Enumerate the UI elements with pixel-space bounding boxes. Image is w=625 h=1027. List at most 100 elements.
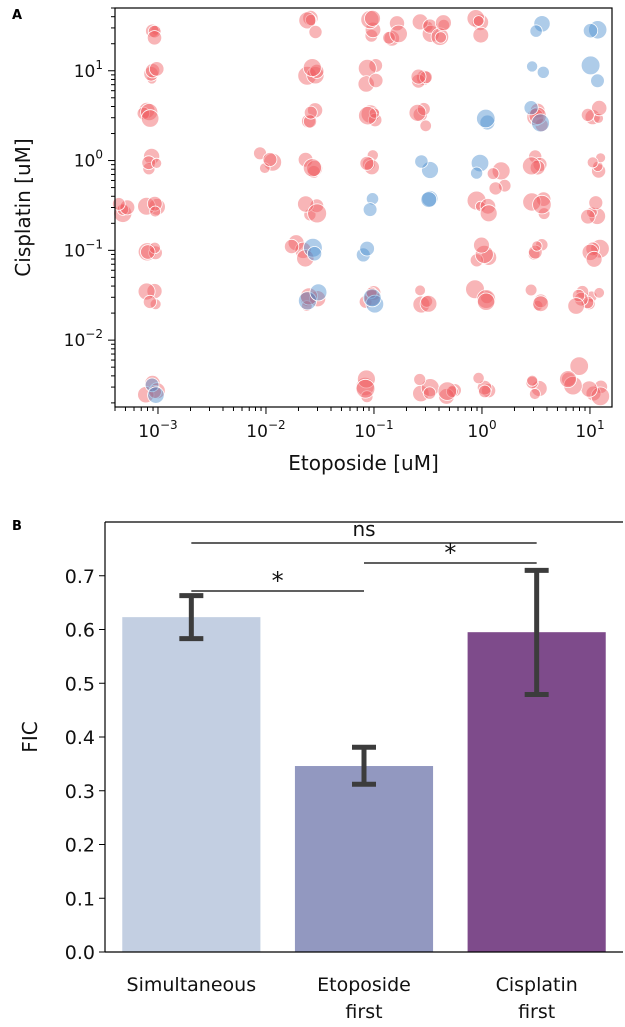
scatter-point-red — [584, 109, 601, 126]
scatter-point-red — [593, 287, 605, 299]
scatter-point-red — [586, 156, 599, 169]
scatter-point-red — [148, 245, 163, 261]
scatter-point-red — [445, 385, 459, 398]
scatter-point-red — [437, 381, 458, 401]
scatter-point-red — [411, 73, 426, 89]
scatter-point-red — [488, 181, 503, 196]
scatter-point-red — [309, 63, 325, 79]
scatter-point-red — [419, 119, 432, 133]
scatter-point-blue — [420, 191, 438, 208]
scatter-point-red — [368, 73, 384, 89]
scatter-point-blue — [306, 246, 323, 262]
scatter-point-red — [363, 289, 381, 307]
scatter-point-red — [588, 195, 604, 211]
panel-label-b: B — [12, 519, 22, 534]
scatter-point-red — [357, 58, 377, 78]
scatter-point-red — [151, 157, 163, 169]
scatter-point-red — [308, 24, 323, 39]
x-tick-label: 10−2 — [246, 418, 285, 442]
scatter-point-blue — [144, 377, 160, 393]
scatter-point-red — [472, 371, 485, 385]
scatter-point-red — [410, 68, 427, 85]
scatter-point-red — [382, 31, 396, 45]
scatter-point-red — [527, 244, 543, 260]
scatter-point-red — [146, 73, 158, 85]
y-tick-label: 0.7 — [65, 566, 95, 588]
significance-label: ns — [352, 517, 375, 541]
scatter-point-red — [434, 31, 447, 44]
scatter-point-blue — [536, 65, 550, 79]
scatter-point-red — [529, 159, 546, 176]
scatter-point-red — [585, 250, 603, 268]
scatter-point-red — [287, 234, 305, 252]
scatter-point-red — [532, 295, 549, 313]
scatter-point-red — [411, 13, 429, 31]
scatter-point-red — [479, 204, 498, 223]
scatter-point-red — [580, 108, 595, 122]
scatter-point-red — [486, 167, 500, 180]
scatter-point-red — [580, 380, 598, 398]
scatter-point-red — [419, 294, 438, 313]
scatter-point-blue — [362, 202, 378, 217]
scatter-point-red — [119, 199, 136, 216]
scatter-point-red — [148, 61, 165, 77]
scatter-point-red — [408, 103, 427, 122]
scatter-point-red — [434, 14, 452, 32]
scatter-point-blue — [365, 192, 380, 206]
scatter-point-red — [262, 152, 278, 167]
scatter-point-blue — [470, 153, 490, 173]
scatter-point-red — [430, 27, 450, 46]
scatter-chart: 10−3 10−2 10−1 100 101 10−2 10−1 100 101 Etoposid… — [11, 7, 613, 475]
scatter-point-red — [146, 30, 163, 46]
scatter-point-red — [302, 158, 322, 178]
scatter-point-red — [422, 386, 437, 400]
y-tick-label: 10−1 — [64, 237, 103, 261]
bar — [294, 766, 434, 952]
scatter-point-red — [526, 374, 539, 387]
bar-chart: 0.0 0.1 0.2 0.3 0.4 0.5 0.6 0.7 Simultaneous Etop… — [18, 517, 623, 1023]
panel-label-a: A — [12, 8, 22, 23]
scatter-point-red — [357, 75, 375, 93]
scatter-point-red — [469, 253, 484, 268]
scatter-point-red — [140, 244, 156, 260]
y-axis-title: Cisplatin [uM] — [11, 138, 35, 276]
scatter-point-red — [476, 380, 493, 396]
scatter-point-red — [149, 205, 162, 218]
y-tick-label: 0.3 — [65, 781, 95, 803]
scatter-point-red — [414, 284, 426, 297]
bar — [122, 617, 261, 952]
scatter-point-red — [413, 373, 427, 386]
scatter-point-blue — [362, 288, 382, 308]
scatter-point-blue — [470, 166, 484, 180]
x-tick-label: 101 — [575, 418, 604, 442]
category-label: first — [518, 1001, 555, 1023]
scatter-point-red — [466, 9, 486, 28]
scatter-point-red — [359, 155, 375, 171]
scatter-point-red — [473, 236, 490, 254]
scatter-point-red — [580, 208, 596, 225]
scatter-point-red — [304, 13, 317, 26]
y-tick-label: 0.5 — [65, 673, 95, 695]
scatter-point-red — [567, 297, 585, 315]
scatter-point-red — [491, 161, 511, 181]
significance-label: * — [272, 567, 284, 595]
scatter-point-blue — [359, 240, 375, 257]
scatter-point-red — [137, 386, 155, 404]
scatter-point-red — [389, 24, 408, 44]
scatter-point-red — [575, 285, 590, 299]
scatter-point-blue — [309, 283, 328, 302]
scatter-point-blue — [523, 100, 539, 116]
scatter-point-blue — [303, 237, 323, 258]
scatter-point-red — [303, 105, 318, 120]
category-label: first — [345, 1001, 382, 1023]
y-tick-label: 101 — [74, 58, 103, 82]
scatter-point-red — [140, 103, 159, 122]
scatter-point-blue — [580, 55, 601, 76]
scatter-point-red — [569, 356, 589, 376]
scatter-point-red — [422, 18, 438, 34]
scatter-point-blue — [582, 23, 599, 39]
y-tick-label: 0.4 — [65, 727, 95, 749]
scatter-point-red — [306, 66, 325, 85]
scatter-point-red — [529, 388, 541, 400]
scatter-point-blue — [421, 161, 439, 179]
